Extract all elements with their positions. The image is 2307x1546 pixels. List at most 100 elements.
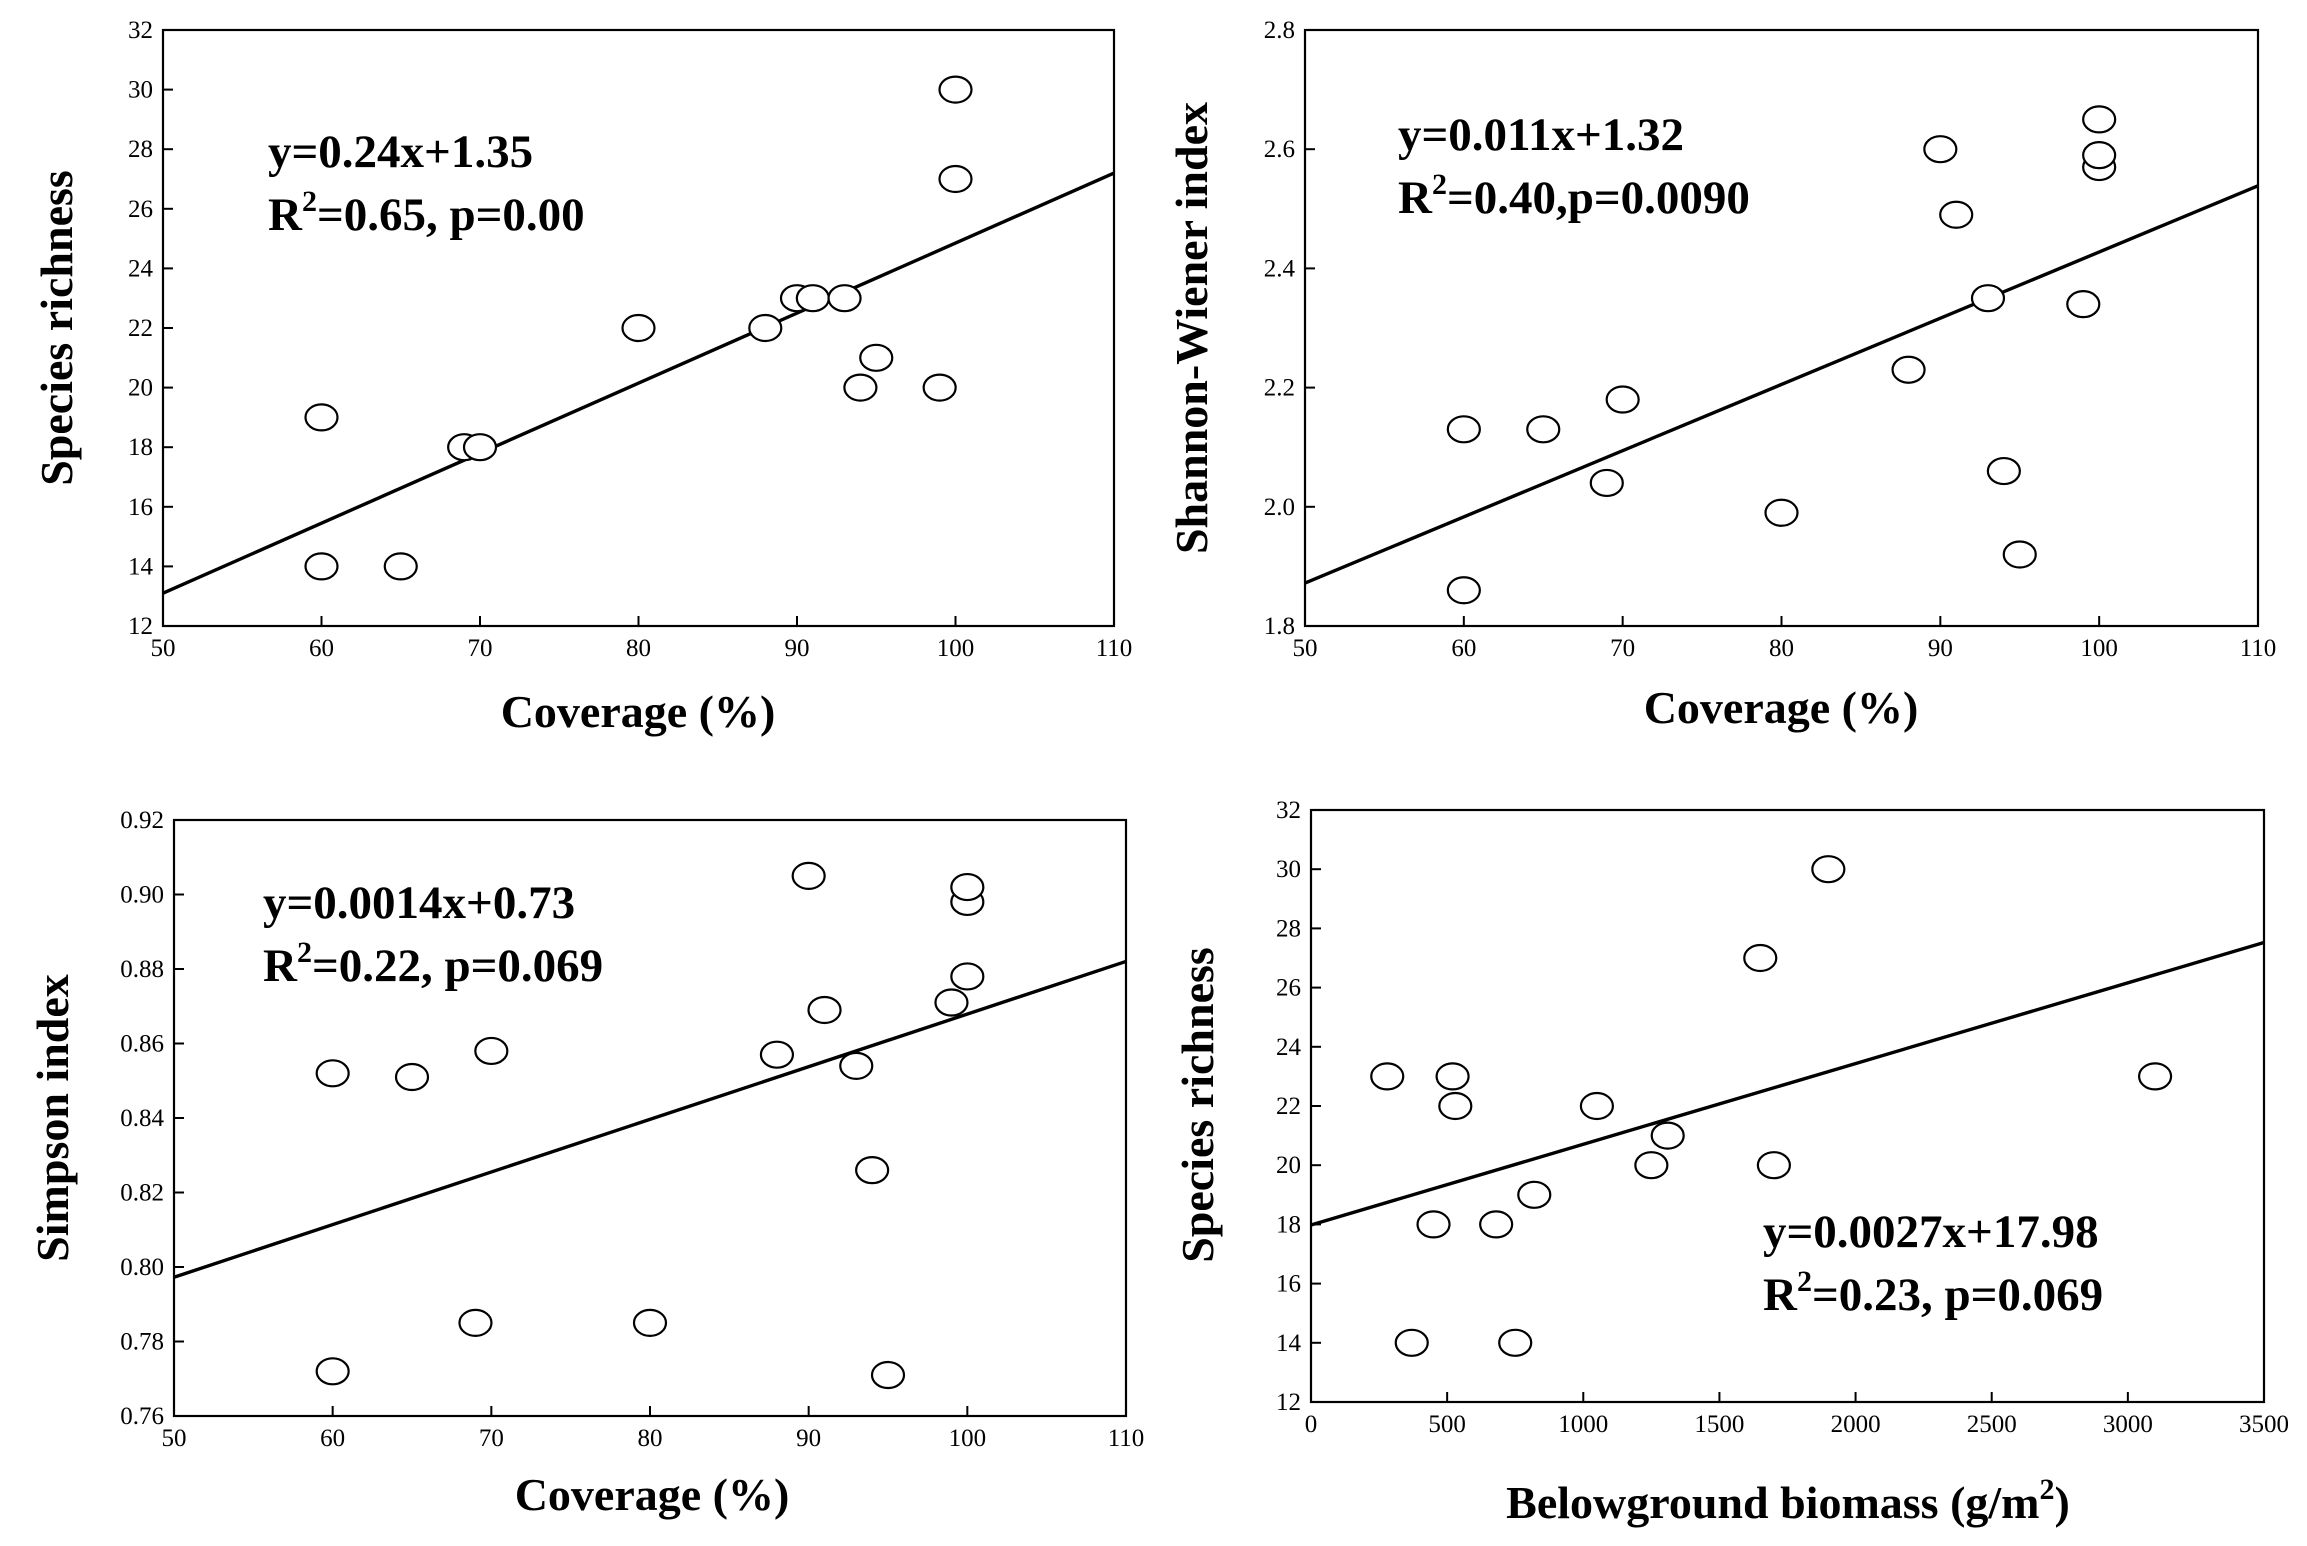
- data-point: [807, 995, 842, 1025]
- x-tick-labels: 50 60 70 80 90 100 110: [151, 635, 1133, 662]
- x-tick-label: 90: [1928, 635, 1953, 662]
- y-axis-title: Species richness: [1172, 947, 1223, 1263]
- y-tick-label: 0.90: [120, 882, 164, 909]
- x-tick-label: 90: [785, 635, 810, 662]
- data-point: [474, 1036, 509, 1066]
- data-point: [839, 1051, 874, 1080]
- tick-marks: [1304, 29, 2259, 627]
- data-point: [938, 164, 973, 194]
- regression-equation: y=0.0027x+17.98: [1763, 1206, 2099, 1258]
- data-point: [1446, 576, 1481, 605]
- data-points: [315, 861, 985, 1390]
- data-point: [1446, 415, 1481, 444]
- data-point: [759, 1040, 795, 1069]
- y-tick-label: 0.88: [120, 956, 164, 983]
- data-point: [1891, 355, 1926, 384]
- data-point: [621, 313, 656, 343]
- data-point: [1479, 1210, 1514, 1239]
- data-point: [2082, 141, 2117, 170]
- y-tick-label: 22: [128, 315, 153, 342]
- x-tick-label: 1500: [1694, 1411, 1744, 1438]
- data-point: [1986, 456, 2021, 486]
- x-tick-label: 100: [949, 1425, 987, 1452]
- regression-stats: R2=0.23, p=0.069: [1763, 1265, 2103, 1321]
- data-point: [1416, 1210, 1451, 1239]
- data-point: [394, 1062, 430, 1092]
- data-point: [938, 75, 973, 104]
- y-tick-label: 1.8: [1264, 613, 1295, 640]
- x-tick-label: 2500: [1967, 1411, 2017, 1438]
- y-axis-title: Species richness: [31, 170, 82, 486]
- data-point: [1939, 200, 1974, 229]
- y-tick-labels: 1.8 2.0 2.2 2.4 2.6 2.8: [1264, 17, 1296, 640]
- data-point: [315, 1357, 350, 1386]
- y-tick-label: 28: [128, 136, 153, 163]
- x-tick-label: 0: [1305, 1411, 1318, 1438]
- y-tick-label: 26: [128, 196, 153, 223]
- x-tick-label: 50: [151, 635, 176, 662]
- x-tick-label: 100: [2080, 635, 2118, 662]
- data-point: [315, 1059, 350, 1088]
- y-tick-label: 0.78: [120, 1329, 164, 1356]
- data-point: [1579, 1091, 1615, 1121]
- y-tick-label: 0.76: [120, 1403, 164, 1430]
- data-point: [855, 1156, 890, 1185]
- y-tick-label: 32: [1276, 797, 1301, 824]
- x-tick-label: 100: [937, 635, 975, 662]
- y-tick-labels: 0.76 0.78 0.80 0.82 0.84 0.86 0.88 0.90 0.92: [120, 807, 164, 1430]
- x-axis-title: Coverage (%): [1644, 682, 1919, 733]
- y-tick-label: 0.92: [120, 807, 164, 834]
- regression-equation: y=0.0014x+0.73: [263, 877, 575, 929]
- x-tick-label: 80: [638, 1425, 663, 1452]
- data-point: [950, 872, 985, 902]
- y-tick-label: 18: [1276, 1211, 1301, 1238]
- regression-line: [1310, 940, 2265, 1227]
- data-point: [748, 313, 783, 343]
- data-point: [383, 552, 418, 581]
- data-point: [934, 988, 969, 1017]
- y-tick-label: 0.82: [120, 1180, 164, 1207]
- x-axis-title: Coverage (%): [515, 1469, 790, 1520]
- data-point: [795, 284, 830, 313]
- x-tick-label: 3000: [2103, 1411, 2153, 1438]
- data-point: [1435, 1062, 1470, 1091]
- panel-shannon-coverage: 50 60 70 80 90 100 110 1.8 2.0 2.2 2.4 2.6 2.8 y=0.…: [1166, 17, 2276, 733]
- data-point: [1634, 1151, 1669, 1180]
- data-point: [304, 552, 339, 581]
- y-tick-label: 2.8: [1264, 17, 1295, 44]
- y-tick-label: 28: [1276, 915, 1301, 942]
- y-tick-label: 26: [1276, 975, 1301, 1002]
- data-point: [2082, 105, 2117, 134]
- data-point: [870, 1360, 906, 1390]
- data-points: [304, 75, 973, 581]
- y-tick-label: 12: [1276, 1389, 1301, 1416]
- regression-equation: y=0.011x+1.32: [1398, 109, 1684, 161]
- regression-stats: R2=0.40,p=0.0090: [1398, 168, 1750, 224]
- x-tick-labels: 0 500 1000 1500 2000 2500 3000 3500: [1305, 1411, 2289, 1438]
- panel-simpson-coverage: 50 60 70 80 90 100 110 0.76 0.78 0.80 0.82 0.84 0.8…: [27, 807, 1144, 1520]
- data-point: [458, 1308, 493, 1337]
- regression-stats: R2=0.22, p=0.069: [263, 936, 603, 992]
- data-point: [1756, 1151, 1791, 1180]
- data-point: [1526, 415, 1561, 444]
- data-point: [843, 373, 878, 402]
- x-tick-labels: 50 60 70 80 90 100 110: [1293, 635, 2277, 662]
- data-point: [791, 861, 826, 890]
- regression-stats: R2=0.65, p=0.00: [268, 185, 585, 241]
- data-point: [1370, 1062, 1405, 1091]
- panel-richness-biomass: 0 500 1000 1500 2000 2500 3000 3500 12 14 16 18 20 2…: [1172, 797, 2289, 1528]
- x-tick-label: 50: [1293, 635, 1318, 662]
- y-tick-labels: 12 14 16 18 20 22 24 26 28 30 32: [1276, 797, 1302, 1416]
- x-tick-label: 60: [309, 635, 334, 662]
- y-tick-label: 22: [1276, 1093, 1301, 1120]
- panel-richness-coverage: 50 60 70 80 90 100 110 1214161820222426283032 …: [31, 17, 1132, 737]
- y-tick-label: 0.86: [120, 1031, 164, 1058]
- data-point: [1811, 855, 1846, 884]
- y-tick-label: 20: [128, 375, 153, 402]
- regression-line: [162, 171, 1115, 595]
- x-tick-label: 500: [1428, 1411, 1466, 1438]
- regression-line: [173, 959, 1127, 1279]
- x-tick-label: 3500: [2239, 1411, 2289, 1438]
- data-point: [1498, 1328, 1533, 1357]
